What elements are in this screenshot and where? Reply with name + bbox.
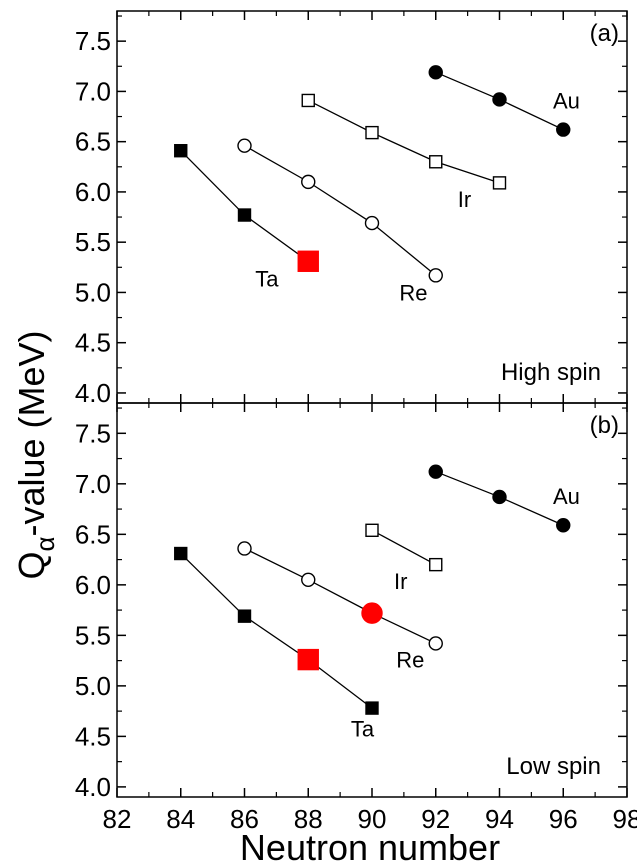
data-point-re — [301, 174, 316, 190]
panel-a-frame — [116, 10, 628, 404]
data-point-au — [428, 464, 443, 479]
data-point-ta — [237, 609, 252, 623]
x-tick-label: 82 — [103, 804, 132, 834]
data-point-au — [556, 518, 571, 533]
y-tick-label: 6.5 — [75, 519, 111, 549]
x-tick-label: 86 — [230, 804, 259, 834]
series-label-au: Au — [553, 88, 580, 113]
series-line-ta — [180, 150, 309, 262]
panel-label: (b) — [590, 412, 619, 439]
y-tick-label: 4.0 — [75, 772, 111, 802]
data-point-re — [237, 541, 252, 556]
data-point-au — [556, 122, 571, 137]
x-tick-label: 92 — [421, 804, 450, 834]
y-tick-label: 4.5 — [75, 721, 111, 751]
data-point-re — [428, 636, 443, 651]
y-tick-label: 4.0 — [75, 378, 111, 408]
condition-label: Low spin — [506, 753, 601, 780]
y-axis-title-rest: -value (MeV) — [11, 330, 52, 536]
data-point-re — [364, 215, 380, 231]
data-point-ta-highlight — [297, 250, 319, 272]
series-label-re: Re — [399, 280, 427, 305]
panel-label: (a) — [590, 20, 619, 47]
x-tick-label: 88 — [294, 804, 323, 834]
x-tick-label: 90 — [358, 804, 387, 834]
y-tick-label: 5.5 — [75, 227, 111, 257]
x-tick-label: 84 — [166, 804, 195, 834]
y-axis-title-subscript: α — [30, 537, 60, 552]
series-line-ir — [307, 99, 500, 184]
series-label-ir: Ir — [458, 187, 471, 212]
data-point-re — [428, 268, 443, 283]
data-point-ta — [174, 546, 188, 561]
y-tick-label: 7.0 — [75, 76, 111, 106]
data-point-ta-highlight — [297, 648, 319, 671]
data-point-ir — [429, 155, 443, 169]
data-point-ta — [365, 701, 379, 715]
y-tick-label: 5.5 — [75, 620, 111, 650]
series-line-ir — [371, 529, 437, 566]
y-tick-label: 5.0 — [75, 277, 111, 307]
series-label-au: Au — [553, 484, 580, 509]
series-label-ta: Ta — [255, 266, 279, 291]
data-point-au — [428, 65, 443, 80]
y-tick-label: 7.5 — [75, 26, 111, 56]
data-point-re — [301, 572, 316, 587]
data-point-au — [492, 92, 507, 107]
condition-label: High spin — [501, 359, 601, 386]
data-point-au — [492, 489, 507, 505]
x-axis: 82 84 86 88 90 92 94 96 98 — [103, 804, 637, 834]
y-axis-title: Qα-value (MeV) — [11, 330, 60, 579]
series-line-ta — [180, 553, 373, 709]
data-point-ta — [237, 208, 252, 222]
y-tick-label: 6.0 — [75, 177, 111, 207]
x-tick-label: 96 — [549, 804, 578, 834]
series-line-re — [244, 547, 437, 645]
x-tick-label: 98 — [613, 804, 637, 834]
y-tick-label: 6.0 — [75, 570, 111, 600]
y-tick-label: 7.5 — [75, 418, 111, 448]
y-axis-title-main: Q — [11, 552, 52, 580]
data-point-ta — [174, 144, 188, 158]
y-tick-label: 4.5 — [75, 328, 111, 358]
data-point-re — [237, 138, 252, 153]
series-label-ir: Ir — [394, 569, 407, 594]
y-tick-label: 7.0 — [75, 469, 111, 499]
data-point-ir — [429, 557, 443, 572]
data-point-re-highlight — [361, 602, 383, 624]
x-axis-title: Neutron number — [240, 827, 500, 867]
data-point-ir — [492, 176, 507, 190]
panel-a: 4.0 4.5 5.0 5.5 6.0 6.5 7.0 7.5 Au Ir Re Ta (a) High … — [75, 10, 628, 408]
series-label-ta: Ta — [351, 716, 375, 741]
series-line-re — [244, 145, 437, 276]
data-point-ir — [365, 125, 379, 140]
data-point-ir — [301, 93, 315, 108]
panel-b: 4.0 4.5 5.0 5.5 6.0 6.5 7.0 7.5 Au Ir Re Ta (b) Low s… — [75, 402, 628, 802]
y-tick-label: 5.0 — [75, 671, 111, 701]
y-tick-label: 6.5 — [75, 127, 111, 157]
series-label-re: Re — [396, 648, 424, 673]
x-tick-label: 94 — [485, 804, 514, 834]
data-point-ir — [365, 523, 379, 537]
